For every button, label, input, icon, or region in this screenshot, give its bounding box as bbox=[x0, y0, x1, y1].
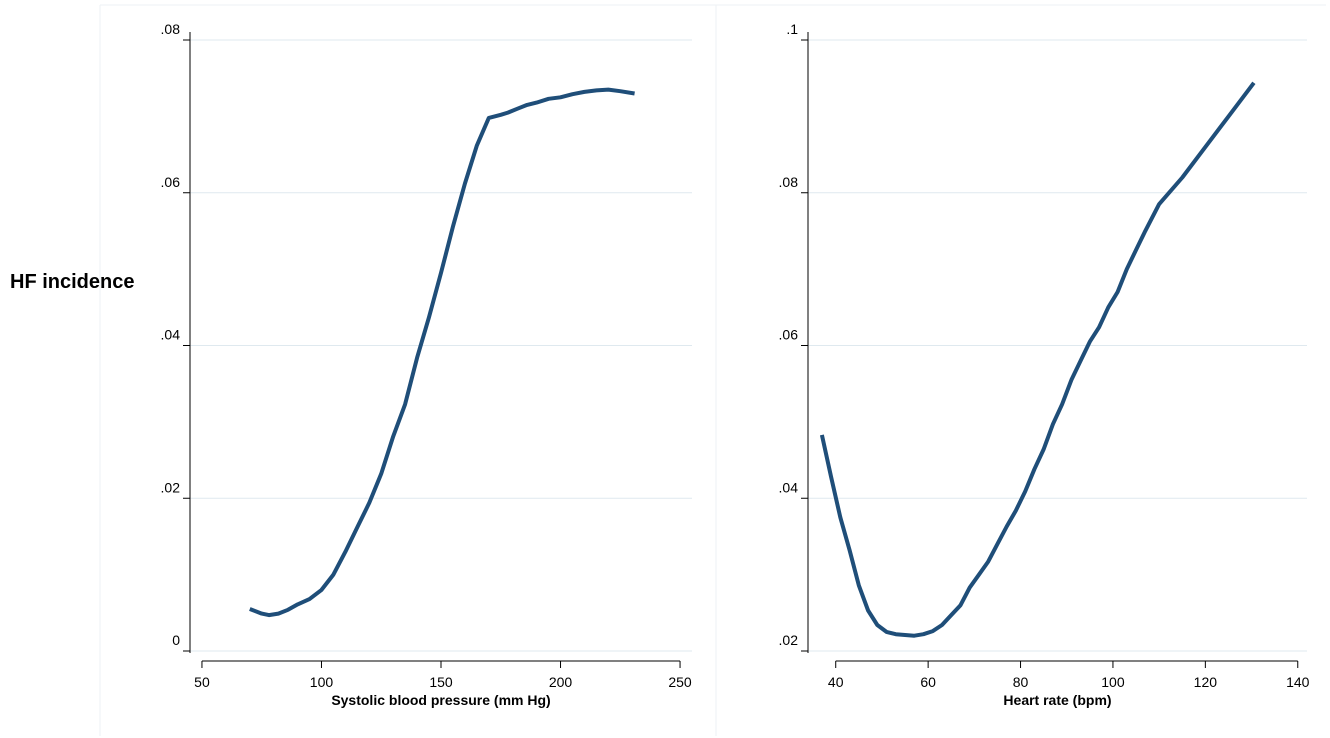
sbp-x-tick-label-2: 150 bbox=[429, 674, 453, 690]
sbp-x-axis-title: Systolic blood pressure (mm Hg) bbox=[331, 692, 550, 708]
sbp-y-tick-label-1: .02 bbox=[161, 479, 181, 495]
sbp-series-line-0 bbox=[249, 87, 635, 618]
sbp-y-tick-label-2: .04 bbox=[161, 327, 181, 343]
hr-x-tick-label-5: 140 bbox=[1286, 674, 1310, 690]
sbp-y-tick-label-4: .08 bbox=[161, 21, 181, 37]
hr-y-tick-label-2: .06 bbox=[779, 327, 799, 343]
sbp-x-tick-label-4: 250 bbox=[668, 674, 692, 690]
y-axis-title: HF incidence bbox=[10, 271, 134, 293]
hr-x-tick-label-2: 80 bbox=[1013, 674, 1029, 690]
hr-y-tick-label-4: .1 bbox=[786, 21, 798, 37]
hr-y-tick-label-0: .02 bbox=[779, 632, 799, 648]
hr-x-axis-title: Heart rate (bpm) bbox=[1003, 692, 1111, 708]
hr-series-line-0 bbox=[819, 81, 1256, 638]
sbp-y-tick-label-3: .06 bbox=[161, 174, 181, 190]
hr-x-tick-label-4: 120 bbox=[1194, 674, 1218, 690]
sbp-chart-panel: 0 .02 .04 .06 .08 50 100 150 200 250 Systolic bloo… bbox=[161, 21, 692, 708]
sbp-x-tick-label-3: 200 bbox=[549, 674, 573, 690]
hr-x-tick-label-0: 40 bbox=[828, 674, 844, 690]
hr-x-tick-label-3: 100 bbox=[1101, 674, 1125, 690]
sbp-x-tick-label-1: 100 bbox=[310, 674, 334, 690]
hr-y-tick-label-1: .04 bbox=[779, 479, 799, 495]
hr-y-tick-label-3: .08 bbox=[779, 174, 799, 190]
sbp-y-tick-label-0: 0 bbox=[172, 632, 180, 648]
heart-rate-chart-panel: .02 .04 .06 .08 .1 40 60 80 100 120 140 Heart rate … bbox=[779, 21, 1310, 708]
sbp-x-tick-label-0: 50 bbox=[194, 674, 210, 690]
hr-x-tick-label-1: 60 bbox=[920, 674, 936, 690]
